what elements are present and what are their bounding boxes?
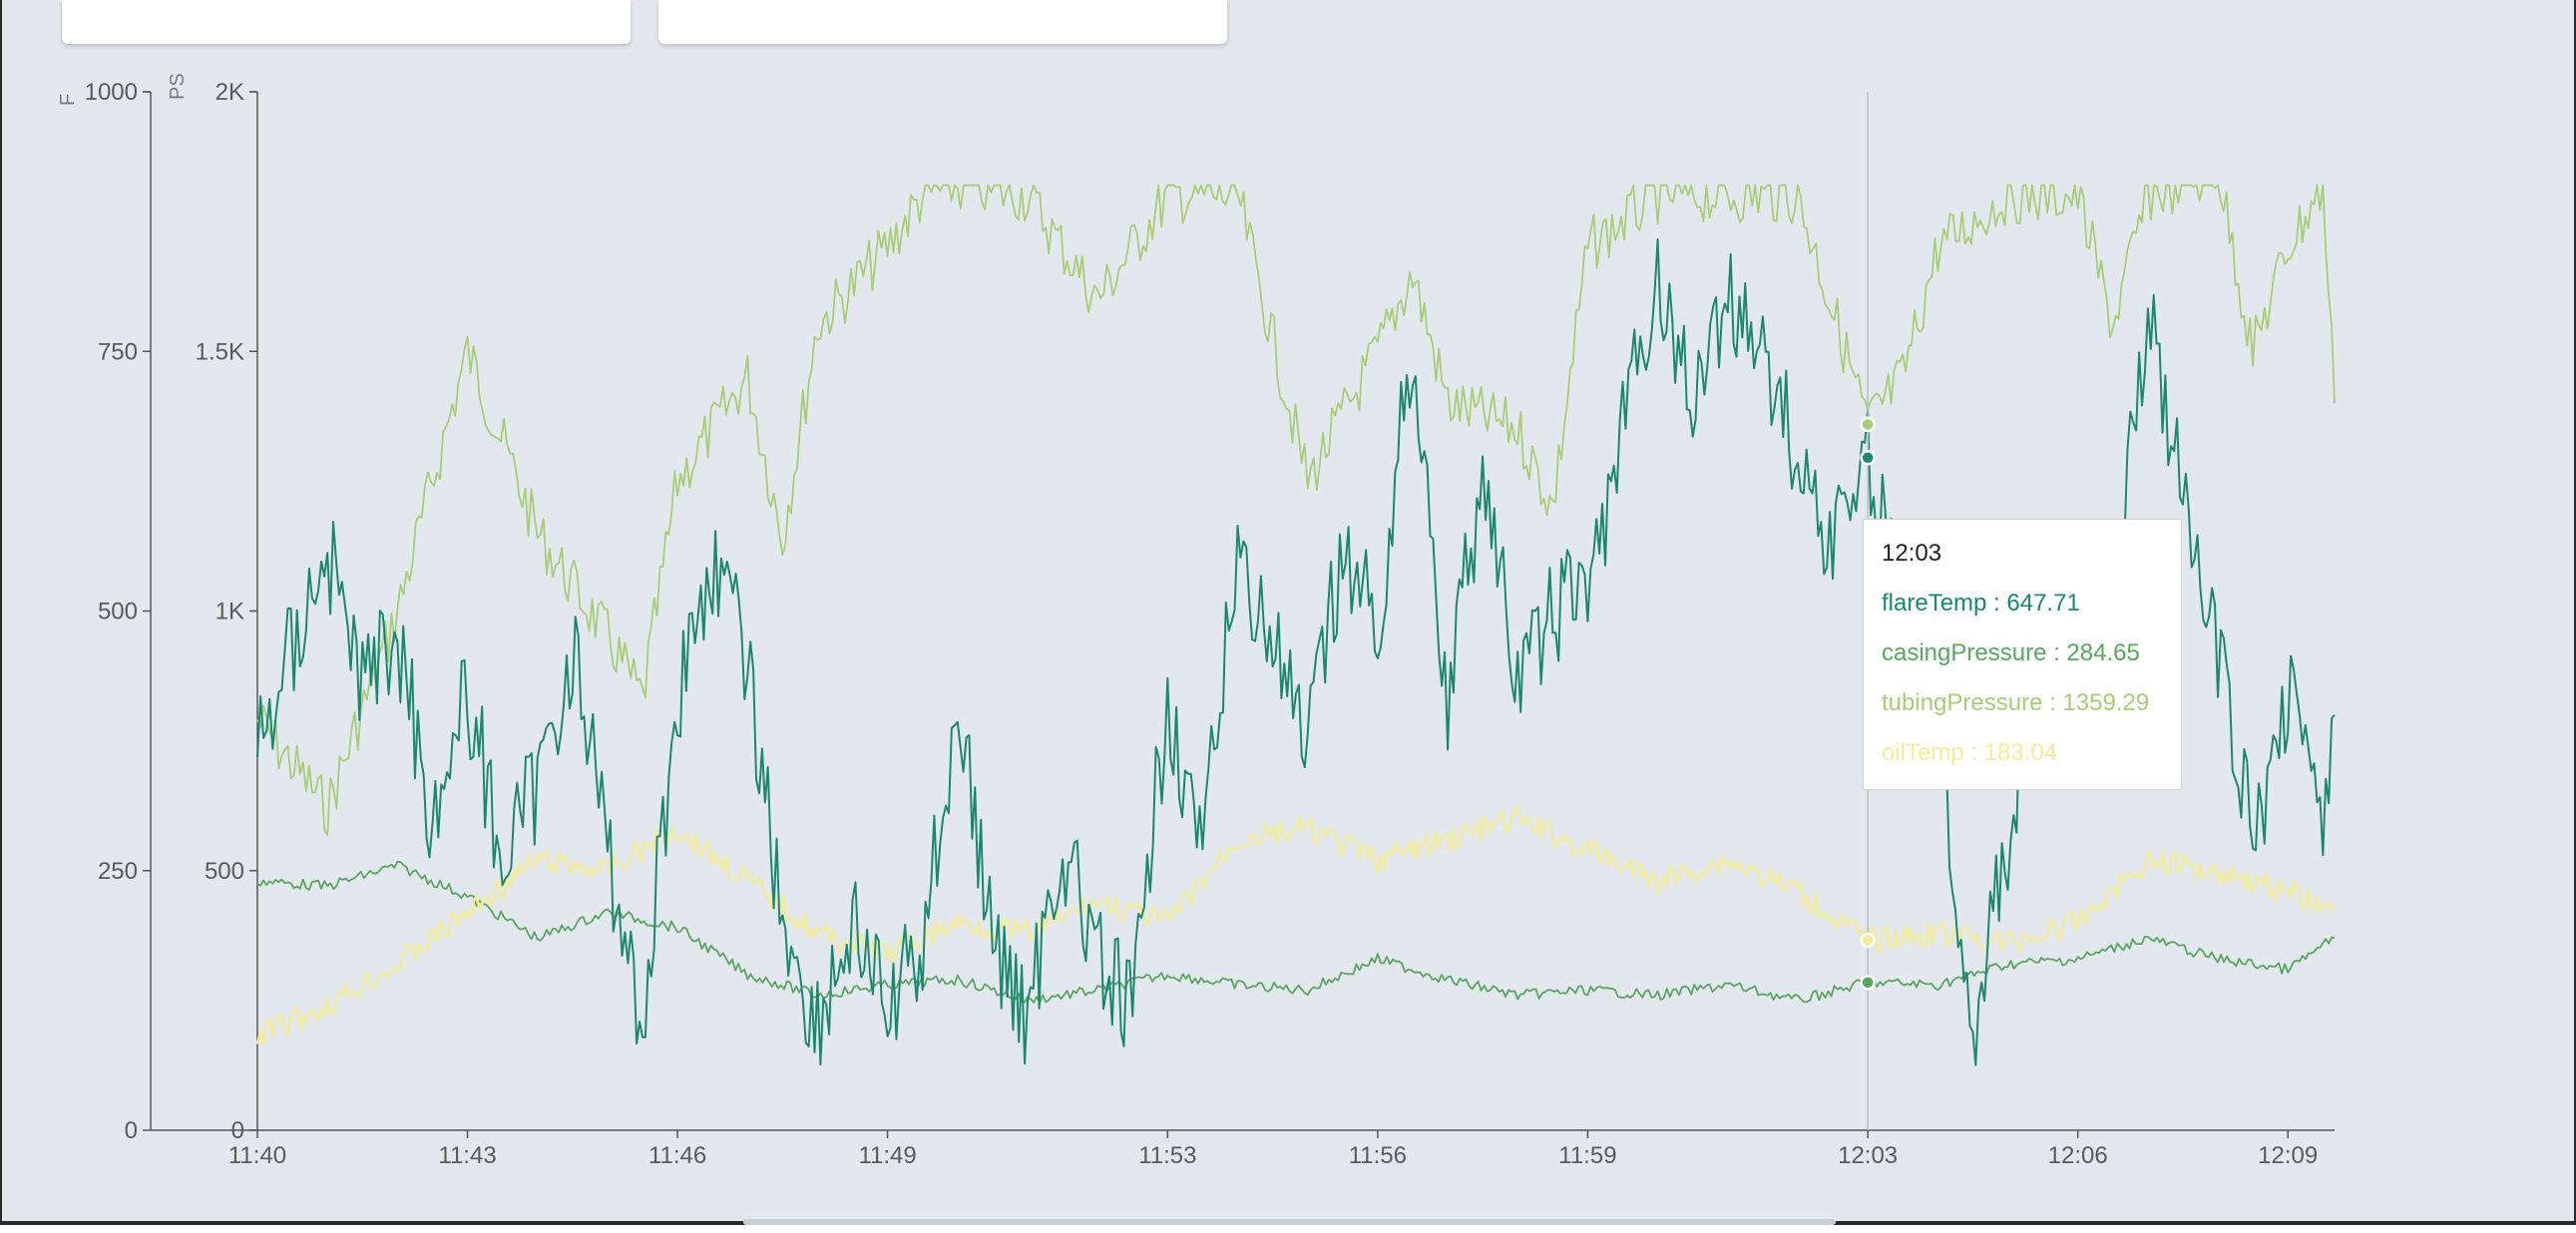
x-tick-label: 11:43 <box>438 1142 496 1169</box>
x-tick-label: 11:56 <box>1349 1142 1407 1169</box>
hover-marker-oilTemp <box>1860 932 1876 949</box>
tooltip-time: 12:03 <box>1882 540 1942 567</box>
summary-card-1[interactable] <box>62 0 631 44</box>
series-line-casingPressure <box>256 860 2336 1005</box>
tooltip-row-flare-temp: flareTemp : 647.71 <box>1882 590 2080 616</box>
left-tick-label: 0 <box>125 1117 138 1144</box>
tooltip-row-oil-temp: oilTemp : 183.04 <box>1882 739 2058 766</box>
tooltip-row-tubing-pressure: tubingPressure : 1359.29 <box>1882 689 2150 716</box>
horizontal-scrollbar[interactable] <box>743 1219 1836 1225</box>
summary-card-2[interactable] <box>658 0 1227 44</box>
left-axis-unit: F <box>57 94 79 106</box>
x-tick-label: 11:53 <box>1138 1142 1196 1169</box>
left-tick-label: 500 <box>98 599 138 625</box>
ps-tick-label: 2K <box>215 79 244 106</box>
ps-tick-label: 1K <box>215 599 244 625</box>
x-tick-label: 11:46 <box>648 1142 706 1169</box>
x-tick-label: 11:40 <box>228 1142 286 1169</box>
x-tick-label: 11:49 <box>858 1142 916 1169</box>
x-tick-label: 12:09 <box>2258 1142 2318 1169</box>
ps-axis-unit: PS <box>167 73 189 100</box>
series-line-flareTemp <box>256 237 2336 1066</box>
hover-marker-casingPressure <box>1860 975 1876 991</box>
hover-marker-tubingPressure <box>1860 416 1876 433</box>
series-line-oilTemp <box>255 805 2337 1046</box>
x-tick-label: 12:03 <box>1838 1142 1898 1169</box>
series-line-tubingPressure <box>256 184 2336 837</box>
series-lines <box>255 184 2337 1066</box>
ps-tick-label: 1.5K <box>196 338 244 365</box>
x-tick-label: 12:06 <box>2048 1142 2108 1169</box>
ps-tick-label: 500 <box>205 858 244 885</box>
x-tick-label: 11:59 <box>1558 1142 1616 1169</box>
left-tick-label: 250 <box>98 858 138 885</box>
hover-marker-flareTemp <box>1860 449 1876 466</box>
left-tick-label: 1000 <box>85 79 138 106</box>
chart-tooltip: 12:03 flareTemp : 647.71 casingPressure … <box>1863 519 2182 790</box>
tooltip-row-casing-pressure: casingPressure : 284.65 <box>1882 639 2140 666</box>
left-tick-label: 750 <box>98 338 138 365</box>
